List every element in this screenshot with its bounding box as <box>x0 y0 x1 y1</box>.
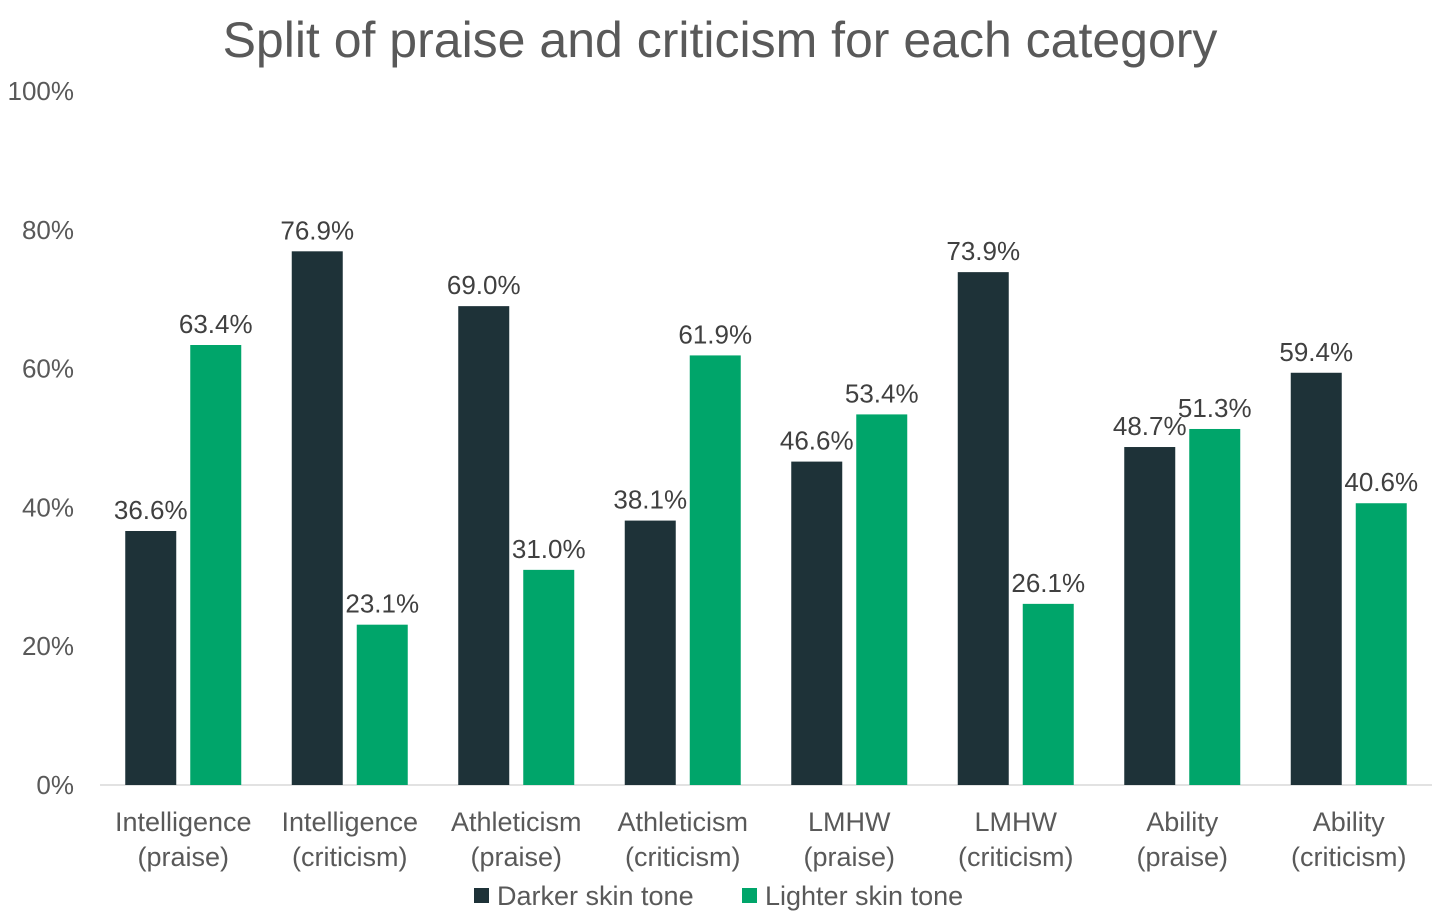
y-tick-label: 0% <box>36 770 74 800</box>
x-axis: Intelligence (praise) Intelligence (critici… <box>115 807 1407 872</box>
bar-lighter-0 <box>190 345 242 785</box>
x-tick-label: (praise) <box>803 842 895 872</box>
bar-darker-1 <box>291 251 343 786</box>
x-tick-label: Athleticism <box>451 807 582 837</box>
bar-darker-4 <box>791 461 843 785</box>
data-label: 53.4% <box>845 378 919 408</box>
bar-darker-2 <box>458 306 510 785</box>
x-tick-label: (criticism) <box>1291 842 1406 872</box>
data-label: 59.4% <box>1279 337 1353 367</box>
chart-title: Split of praise and criticism for each c… <box>223 12 1218 68</box>
data-label: 46.6% <box>780 426 854 456</box>
bar-darker-6 <box>1124 447 1176 785</box>
legend: Darker skin tone Lighter skin tone <box>474 881 963 911</box>
x-tick-label: (praise) <box>137 842 229 872</box>
x-tick-label: (criticism) <box>292 842 407 872</box>
x-tick-label: Athleticism <box>617 807 748 837</box>
bar-lighter-2 <box>523 569 575 785</box>
y-tick-label: 20% <box>22 631 74 661</box>
x-tick-label: LMHW <box>808 807 891 837</box>
bar-darker-3 <box>624 520 676 785</box>
data-label: 69.0% <box>447 270 521 300</box>
bar-darker-0 <box>125 530 177 785</box>
data-label: 63.4% <box>179 309 253 339</box>
data-label: 40.6% <box>1344 467 1418 497</box>
data-label: 51.3% <box>1178 393 1252 423</box>
x-tick-label: Intelligence <box>115 807 252 837</box>
y-tick-label: 80% <box>22 215 74 245</box>
bar-lighter-4 <box>856 414 908 785</box>
y-tick-label: 60% <box>22 354 74 384</box>
data-label: 36.6% <box>114 495 188 525</box>
data-label: 23.1% <box>345 589 419 619</box>
x-tick-label: (criticism) <box>625 842 740 872</box>
data-label: 31.0% <box>512 534 586 564</box>
bars-group: 36.6% 63.4% 76.9% 23.1% 69.0% 31.0% 38.1% 61.9%… <box>114 215 1418 786</box>
x-tick-label: (praise) <box>470 842 562 872</box>
bar-lighter-5 <box>1022 603 1074 785</box>
data-label: 61.9% <box>678 319 752 349</box>
bar-darker-5 <box>957 272 1009 785</box>
legend-label-darker: Darker skin tone <box>497 881 694 911</box>
legend-label-lighter: Lighter skin tone <box>765 881 963 911</box>
legend-swatch-lighter <box>742 888 757 903</box>
data-label: 48.7% <box>1113 411 1187 441</box>
y-tick-label: 40% <box>22 492 74 522</box>
y-axis: 0% 20% 40% 60% 80% 100% <box>8 76 75 800</box>
x-tick-label: Ability <box>1313 807 1386 837</box>
bar-lighter-3 <box>689 355 741 785</box>
bar-lighter-7 <box>1355 503 1407 785</box>
y-tick-label: 100% <box>8 76 75 106</box>
bar-lighter-1 <box>356 624 408 785</box>
bar-lighter-6 <box>1189 428 1241 785</box>
data-label: 38.1% <box>613 485 687 515</box>
data-label: 26.1% <box>1011 568 1085 598</box>
legend-swatch-darker <box>474 888 489 903</box>
x-tick-label: LMHW <box>975 807 1058 837</box>
x-tick-label: (praise) <box>1136 842 1228 872</box>
bar-darker-7 <box>1290 372 1342 785</box>
x-tick-label: Ability <box>1146 807 1219 837</box>
x-tick-label: Intelligence <box>281 807 418 837</box>
data-label: 73.9% <box>946 236 1020 266</box>
data-label: 76.9% <box>280 215 354 245</box>
x-tick-label: (criticism) <box>958 842 1073 872</box>
